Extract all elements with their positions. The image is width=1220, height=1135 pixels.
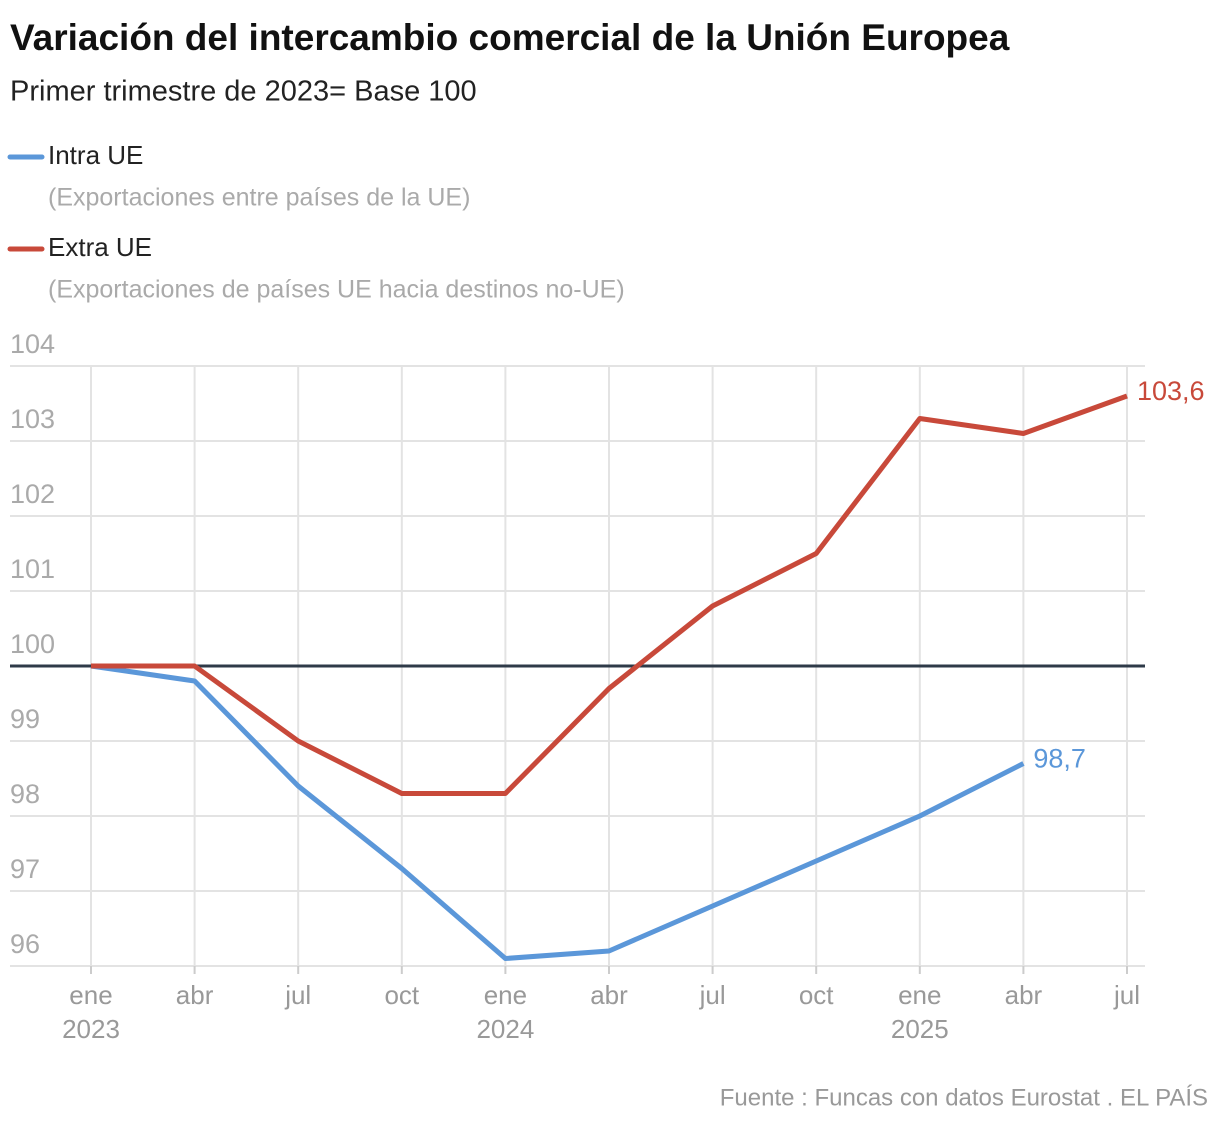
x-tick-label: oct: [384, 980, 419, 1010]
x-tick-label: abr: [590, 980, 628, 1010]
y-tick-label: 96: [10, 929, 40, 959]
legend-description: (Exportaciones de países UE hacia destin…: [48, 276, 625, 304]
value-label: 103,6: [1137, 376, 1205, 406]
x-tick-label: oct: [799, 980, 834, 1010]
x-year-label: 2023: [62, 1014, 120, 1044]
x-tick-label: abr: [1005, 980, 1043, 1010]
x-tick-label: ene: [484, 980, 527, 1010]
x-year-label: 2025: [891, 1014, 949, 1044]
x-tick-label: ene: [898, 980, 941, 1010]
y-tick-label: 104: [10, 329, 55, 359]
legend-description: (Exportaciones entre países de la UE): [48, 184, 470, 212]
x-year-label: 2024: [476, 1014, 534, 1044]
legend-label: Intra UE: [48, 140, 143, 170]
value-label: 98,7: [1033, 744, 1086, 774]
y-tick-label: 101: [10, 554, 55, 584]
legend-label: Extra UE: [48, 232, 152, 262]
y-tick-label: 102: [10, 479, 55, 509]
x-tick-label: jul: [1113, 980, 1140, 1010]
x-tick-label: jul: [284, 980, 311, 1010]
y-tick-label: 98: [10, 779, 40, 809]
source: Fuente : Funcas con datos Eurostat . EL …: [720, 1084, 1208, 1111]
chart-title: Variación del intercambio comercial de l…: [10, 17, 1010, 58]
y-tick-label: 100: [10, 629, 55, 659]
series-line: [91, 393, 1128, 796]
x-tick-label: ene: [69, 980, 112, 1010]
y-tick-label: 97: [10, 854, 40, 884]
y-tick-label: 99: [10, 704, 40, 734]
y-tick-label: 103: [10, 404, 55, 434]
chart-subtitle: Primer trimestre de 2023= Base 100: [10, 76, 477, 108]
x-tick-label: jul: [699, 980, 726, 1010]
series-line: [90, 663, 1025, 961]
x-tick-label: abr: [176, 980, 214, 1010]
